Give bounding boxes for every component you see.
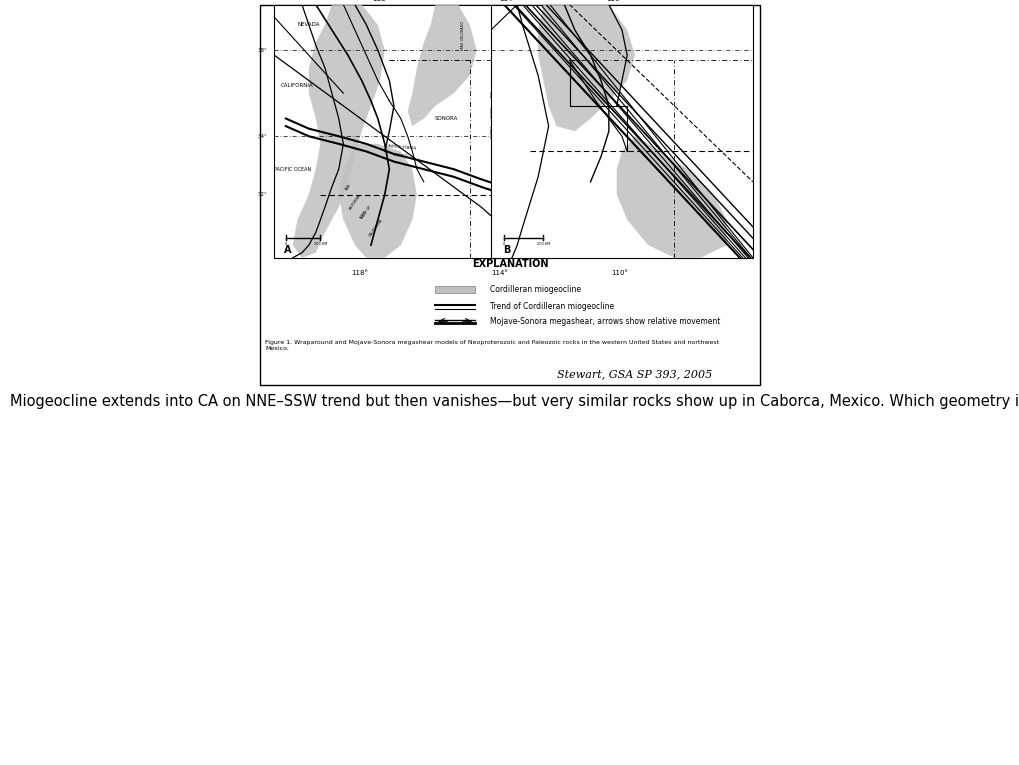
Polygon shape	[292, 5, 384, 258]
Text: NEW: NEW	[490, 90, 494, 97]
Text: Miogeocline extends into CA on NNE–SSW trend but then vanishes—but very similar : Miogeocline extends into CA on NNE–SSW t…	[10, 394, 1019, 409]
Text: 114°: 114°	[491, 270, 507, 276]
Text: 32°: 32°	[258, 192, 267, 197]
Text: ARIZONA: ARIZONA	[490, 125, 494, 138]
Polygon shape	[338, 144, 417, 258]
Text: PACIFIC OCEAN: PACIFIC OCEAN	[274, 167, 311, 171]
Polygon shape	[408, 5, 476, 126]
Text: COLORADO: COLORADO	[461, 20, 465, 40]
Text: 0: 0	[502, 243, 504, 246]
Text: EXPLANATION: EXPLANATION	[471, 259, 548, 269]
Text: 200 KM: 200 KM	[314, 243, 327, 246]
Text: 110°: 110°	[610, 270, 628, 276]
Text: 110°: 110°	[605, 0, 623, 2]
Polygon shape	[616, 136, 726, 258]
Text: GULF OF: GULF OF	[360, 205, 372, 220]
Text: CALIFORNIA: CALIFORNIA	[368, 217, 383, 237]
Text: Figure 1. Wraparound and Mojave-Sonora megashear models of Neoproterozoic and Pa: Figure 1. Wraparound and Mojave-Sonora m…	[265, 340, 718, 351]
Text: MEXICO: MEXICO	[392, 152, 409, 158]
Text: B: B	[502, 246, 510, 256]
Text: CALIFORNIA: CALIFORNIA	[347, 194, 361, 210]
Text: 114°: 114°	[499, 0, 516, 2]
Text: BAJA: BAJA	[344, 183, 352, 191]
Text: 0: 0	[284, 243, 286, 246]
Text: 200 KM: 200 KM	[536, 243, 549, 246]
Text: CALIFORNIA: CALIFORNIA	[280, 83, 314, 88]
Text: Trend of Cordilleran miogeocline: Trend of Cordilleran miogeocline	[489, 302, 613, 311]
Text: 118°: 118°	[372, 0, 388, 2]
Text: 118°: 118°	[352, 270, 368, 276]
Text: Stewart, GSA SP 393, 2005: Stewart, GSA SP 393, 2005	[556, 369, 712, 379]
Text: MEXICO: MEXICO	[490, 106, 494, 117]
Text: NORTE: NORTE	[360, 210, 368, 220]
Text: UNITED STATES: UNITED STATES	[385, 145, 416, 151]
Text: UTAH: UTAH	[461, 41, 465, 50]
Text: Cordilleran miogeocline: Cordilleran miogeocline	[489, 285, 581, 295]
Text: A: A	[284, 246, 291, 256]
Text: NEVADA: NEVADA	[298, 22, 320, 28]
Text: SONORA: SONORA	[435, 116, 459, 121]
Bar	[434, 286, 475, 293]
Text: 34°: 34°	[258, 134, 267, 138]
Text: Mojave-Sonora megashear, arrows show relative movement: Mojave-Sonora megashear, arrows show rel…	[489, 317, 719, 326]
Text: 38°: 38°	[258, 47, 267, 53]
Polygon shape	[538, 5, 635, 132]
